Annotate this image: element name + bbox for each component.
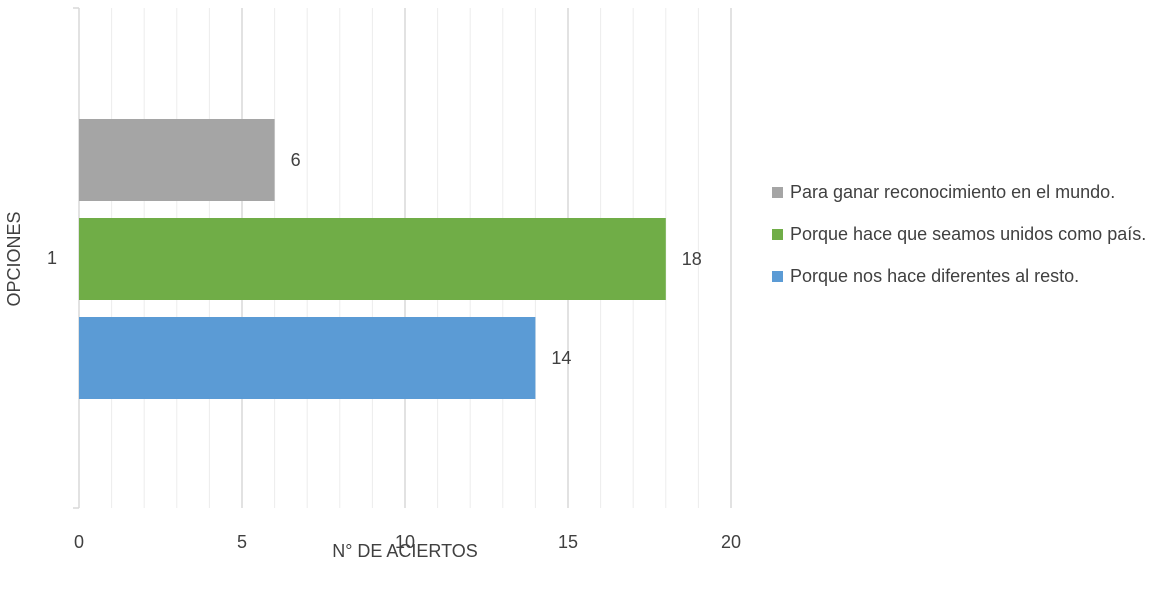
y-axis-title: OPCIONES [4,211,24,306]
axes [73,7,80,509]
legend-label: Porque nos hace diferentes al resto. [790,266,1080,286]
data-label: 18 [682,249,702,269]
x-tick-label: 10 [395,532,415,552]
data-label: 6 [291,150,301,170]
y-category-label: 1 [47,248,57,268]
bars [79,119,666,399]
legend-label: Para ganar reconocimiento en el mundo. [790,182,1116,202]
x-tick-label: 0 [74,532,84,552]
x-tick-label: 15 [558,532,578,552]
legend-item: Porque nos hace diferentes al resto. [772,262,1162,290]
data-label: 14 [551,348,571,368]
legend-swatch [772,229,783,240]
tick-labels: 0 5 10 15 20 1 [47,248,741,552]
legend-swatch [772,271,783,282]
legend: Para ganar reconocimiento en el mundo. P… [772,178,1162,304]
bar [79,218,666,300]
x-tick-label: 5 [237,532,247,552]
x-tick-label: 20 [721,532,741,552]
legend-label: Porque hace que seamos unidos como país. [790,224,1147,244]
x-axis-title: N° DE ACIERTOS [332,541,478,561]
bar [79,119,275,201]
legend-item: Porque hace que seamos unidos como país. [772,220,1162,248]
legend-item: Para ganar reconocimiento en el mundo. [772,178,1162,206]
data-labels: 6 18 14 [291,150,702,368]
legend-swatch [772,187,783,198]
bar [79,317,536,399]
